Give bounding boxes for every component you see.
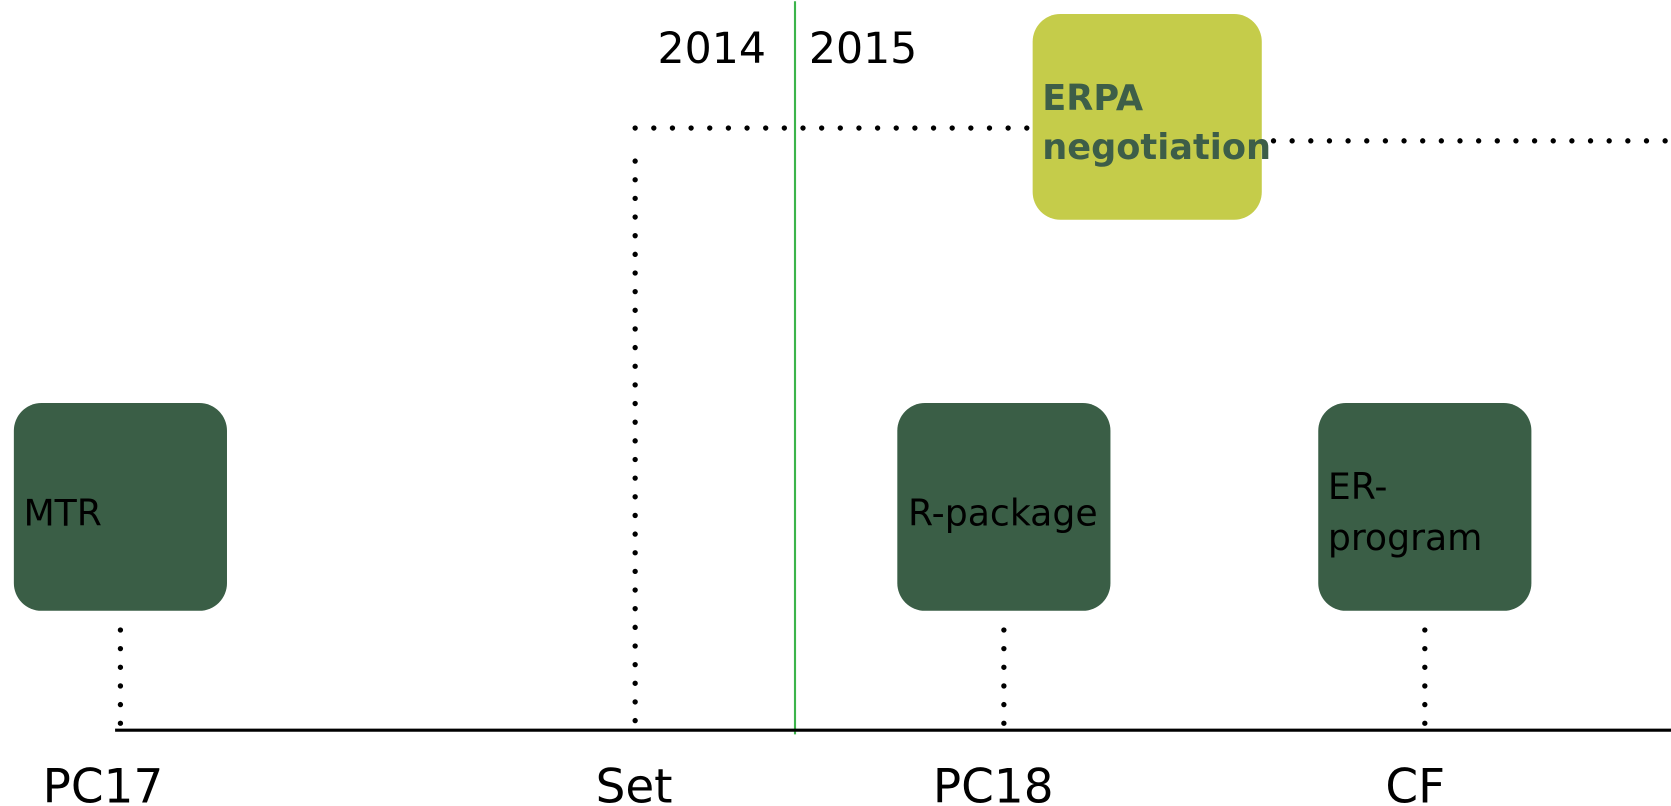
year-label: 2015 xyxy=(809,24,917,74)
box-label-line: MTR xyxy=(23,492,102,535)
box-label-line: program xyxy=(1328,516,1483,559)
box-label-line: negotiation xyxy=(1042,127,1271,168)
milestone-box xyxy=(897,403,1111,611)
milestone-box xyxy=(1318,403,1532,611)
box-label-line: ER- xyxy=(1328,465,1388,508)
timeline-label: PC18 xyxy=(933,760,1054,806)
box-label-line: ERPA xyxy=(1042,78,1144,119)
box-label-line: R-package xyxy=(908,492,1098,535)
timeline-label: CF xyxy=(1385,760,1445,806)
milestone-box xyxy=(13,403,227,611)
milestone-box xyxy=(1032,14,1262,220)
timeline-label: Set xyxy=(596,760,673,806)
year-label: 2014 xyxy=(658,24,766,74)
box-label: R-package xyxy=(908,492,1098,535)
timeline-label: PC17 xyxy=(43,760,164,806)
box-label: MTR xyxy=(23,492,102,535)
box-label: ERPA negotiation xyxy=(1042,78,1271,168)
box-label: ER- program xyxy=(1328,465,1483,559)
